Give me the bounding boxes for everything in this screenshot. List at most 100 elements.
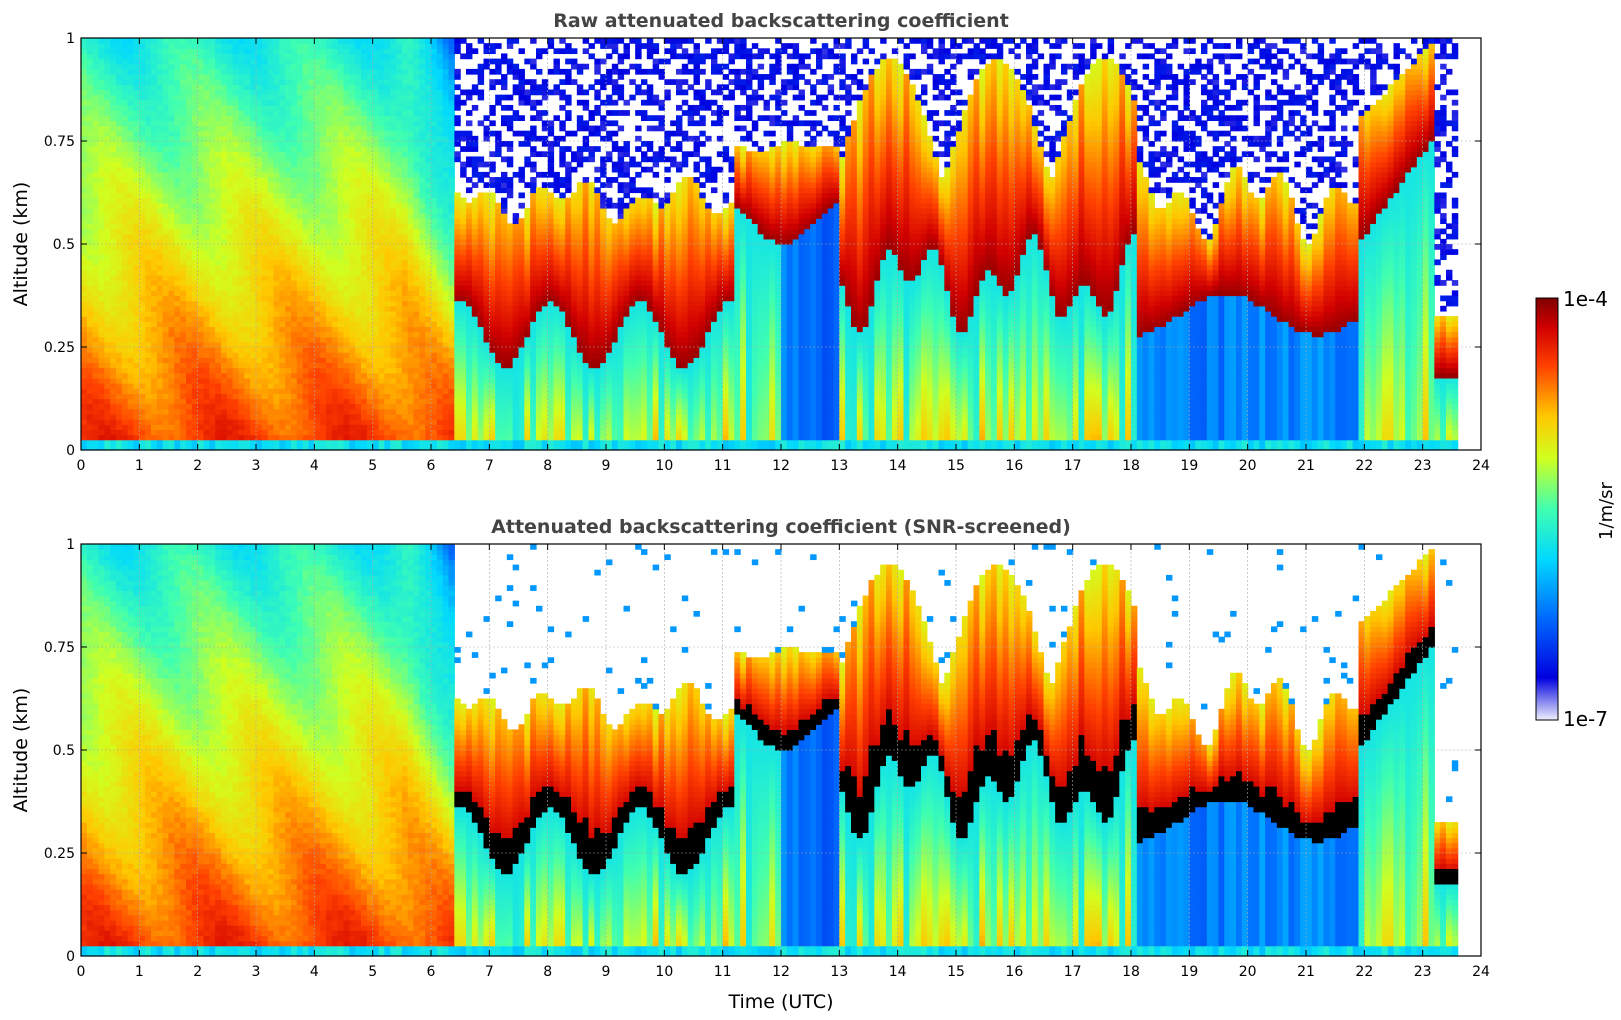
heatmap-cell [238,228,245,235]
heatmap-cell [326,280,333,286]
heatmap-cell [156,68,164,75]
heatmap-cell [110,99,117,106]
heatmap-cell [174,218,181,224]
heatmap-cell [285,104,292,111]
heatmap-cell [349,372,356,379]
heatmap-cell [256,182,263,188]
heatmap-cell [215,120,222,127]
heatmap-cell [296,110,304,116]
heatmap-cell [425,336,432,343]
heatmap-cell [121,223,129,230]
heatmap-cell [291,408,298,415]
heatmap-cell [378,367,385,374]
heatmap-cell [401,187,409,194]
heatmap-cell [384,434,391,441]
heatmap-cell [372,115,380,121]
heatmap-cell [110,146,117,152]
heatmap-cell [384,295,391,302]
heatmap-cell [232,300,240,307]
heatmap-cell [203,357,210,364]
heatmap-cell [343,249,350,255]
heatmap-cell [151,367,158,374]
heatmap-cell [436,326,444,333]
heatmap-cell [145,120,152,127]
heatmap-cell [320,130,327,137]
heatmap-cell [116,321,123,327]
heatmap-cell [320,202,327,209]
heatmap-cell [355,269,362,276]
heatmap-cell [256,336,263,343]
heatmap-cell [261,398,269,405]
heatmap-cell [151,63,158,70]
heatmap-cell [285,331,292,338]
heatmap-cell [221,104,228,111]
heatmap-cell [145,290,152,297]
heatmap-cell [215,331,222,338]
heatmap-cell [81,316,88,322]
heatmap-cell [401,120,409,127]
heatmap-cell [296,305,304,312]
heatmap-cell [267,177,275,183]
heatmap-cell [250,310,257,317]
heatmap-cell [431,48,438,55]
heatmap-cell [279,439,286,446]
heatmap-cell [168,166,175,173]
heatmap-cell [151,120,158,127]
heatmap-cell [174,43,181,49]
heatmap-cell [326,398,333,405]
heatmap-cell [232,331,240,338]
heatmap-cell [314,310,321,317]
heatmap-cell [291,419,298,425]
heatmap-cell [162,326,170,333]
heatmap-cell [314,413,321,420]
heatmap-cell [320,207,327,214]
heatmap-cell [244,295,251,302]
heatmap-cell [302,439,310,446]
heatmap-cell [291,146,298,152]
heatmap-cell [396,434,403,441]
heatmap-cell [331,419,339,425]
heatmap-cell [413,151,420,158]
heatmap-cell [215,321,222,327]
heatmap-cell [419,254,426,261]
heatmap-cell [133,347,140,353]
heatmap-cell [92,74,100,80]
heatmap-cell [156,187,164,194]
heatmap-cell [273,336,280,343]
heatmap-cell [104,326,111,333]
heatmap-cell [390,141,397,147]
heatmap-cell [331,43,339,49]
heatmap-cell [168,192,175,199]
heatmap-cell [343,84,350,91]
heatmap-cell [256,264,263,271]
heatmap-cell [279,274,286,281]
heatmap-cell [226,120,234,127]
heatmap-cell [273,357,280,364]
heatmap-cell [419,48,426,55]
heatmap-cell [425,280,432,286]
heatmap-cell [355,254,362,261]
heatmap-cell [180,141,187,147]
heatmap-cell [86,223,94,230]
heatmap-cell [151,104,158,111]
heatmap-cell [238,115,245,121]
heatmap-cell [110,264,117,271]
heatmap-cell [396,393,403,400]
heatmap-cell [366,207,374,214]
heatmap-cell [267,104,275,111]
heatmap-cell [326,362,333,369]
heatmap-cell [232,89,240,96]
heatmap-cell [320,238,327,245]
heatmap-cell [127,68,135,75]
heatmap-cell [355,202,362,209]
heatmap-cell [256,89,263,96]
heatmap-cell [355,424,362,430]
heatmap-cell [337,285,345,291]
heatmap-cell [162,74,170,80]
heatmap-cell [168,89,175,96]
heatmap-cell [110,429,117,436]
heatmap-cell [413,285,420,291]
heatmap-cell [308,223,315,230]
heatmap-cell [436,48,444,55]
heatmap-cell [343,135,350,142]
